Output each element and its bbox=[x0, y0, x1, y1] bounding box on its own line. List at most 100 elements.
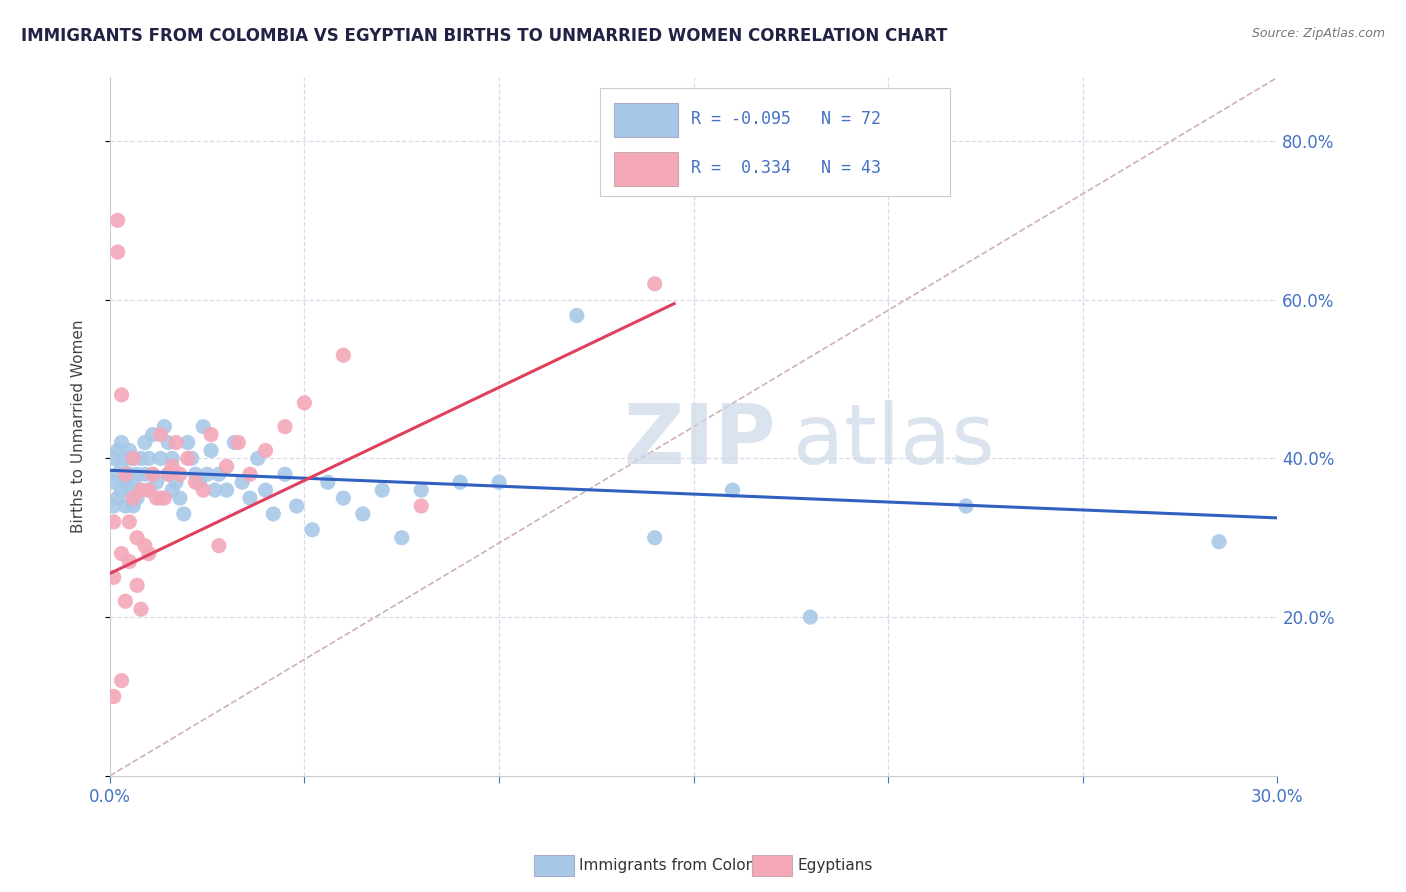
Point bbox=[114, 594, 136, 608]
Point bbox=[332, 348, 354, 362]
Point bbox=[110, 547, 132, 561]
Point bbox=[721, 483, 744, 497]
Point bbox=[332, 491, 354, 505]
Point bbox=[173, 507, 195, 521]
Point bbox=[103, 451, 125, 466]
Point bbox=[160, 483, 183, 497]
Point bbox=[644, 277, 666, 291]
Point bbox=[488, 475, 510, 490]
Point bbox=[160, 451, 183, 466]
Text: R = -0.095   N = 72: R = -0.095 N = 72 bbox=[692, 111, 882, 128]
Point bbox=[145, 475, 167, 490]
Point bbox=[644, 531, 666, 545]
Point bbox=[204, 483, 226, 497]
Point bbox=[157, 467, 180, 482]
Point bbox=[165, 475, 187, 490]
Point bbox=[274, 467, 297, 482]
Point bbox=[107, 491, 129, 505]
Point bbox=[134, 435, 156, 450]
Point bbox=[103, 499, 125, 513]
Point bbox=[200, 427, 222, 442]
Point bbox=[169, 467, 191, 482]
Point bbox=[391, 531, 413, 545]
Point bbox=[254, 443, 277, 458]
Point bbox=[110, 435, 132, 450]
Bar bbox=[614, 103, 679, 136]
Point bbox=[127, 467, 149, 482]
Point bbox=[316, 475, 339, 490]
Point bbox=[118, 483, 141, 497]
Point bbox=[127, 531, 149, 545]
Point bbox=[371, 483, 394, 497]
Point bbox=[129, 451, 152, 466]
Point bbox=[285, 499, 308, 513]
Point bbox=[134, 539, 156, 553]
Point bbox=[122, 491, 145, 505]
Point bbox=[193, 419, 215, 434]
Point bbox=[239, 491, 262, 505]
Point bbox=[103, 515, 125, 529]
Point bbox=[169, 491, 191, 505]
Point bbox=[127, 578, 149, 592]
Point bbox=[215, 459, 238, 474]
Point bbox=[107, 443, 129, 458]
Point bbox=[294, 396, 316, 410]
Text: R =  0.334   N = 43: R = 0.334 N = 43 bbox=[692, 160, 882, 178]
Point bbox=[110, 483, 132, 497]
Y-axis label: Births to Unmarried Women: Births to Unmarried Women bbox=[72, 320, 86, 533]
Text: atlas: atlas bbox=[793, 401, 994, 481]
Point bbox=[231, 475, 253, 490]
Point bbox=[246, 451, 269, 466]
Point bbox=[195, 467, 218, 482]
Point bbox=[799, 610, 821, 624]
Point bbox=[254, 483, 277, 497]
Point bbox=[955, 499, 977, 513]
Point bbox=[165, 435, 187, 450]
Point bbox=[138, 547, 160, 561]
Point bbox=[122, 451, 145, 466]
Point bbox=[114, 451, 136, 466]
Point bbox=[122, 499, 145, 513]
Point bbox=[157, 467, 180, 482]
Point bbox=[122, 475, 145, 490]
Point bbox=[138, 451, 160, 466]
Point bbox=[239, 467, 262, 482]
Point bbox=[103, 690, 125, 704]
Point bbox=[118, 515, 141, 529]
Text: Immigrants from Colombia: Immigrants from Colombia bbox=[579, 858, 785, 872]
Point bbox=[1208, 534, 1230, 549]
Point bbox=[129, 483, 152, 497]
Point bbox=[138, 483, 160, 497]
Point bbox=[149, 427, 172, 442]
Text: ZIP: ZIP bbox=[624, 401, 776, 481]
Point bbox=[107, 213, 129, 227]
Point bbox=[103, 570, 125, 584]
Point bbox=[129, 483, 152, 497]
Point bbox=[157, 435, 180, 450]
Bar bbox=[614, 153, 679, 186]
Text: Egyptians: Egyptians bbox=[797, 858, 873, 872]
Point bbox=[226, 435, 249, 450]
Point bbox=[142, 467, 165, 482]
Point bbox=[160, 459, 183, 474]
Point bbox=[208, 539, 231, 553]
Point bbox=[184, 467, 207, 482]
Point bbox=[193, 483, 215, 497]
Point bbox=[114, 467, 136, 482]
Point bbox=[215, 483, 238, 497]
Point bbox=[352, 507, 374, 521]
Point bbox=[274, 419, 297, 434]
Point bbox=[224, 435, 246, 450]
Point bbox=[411, 483, 433, 497]
Point bbox=[142, 427, 165, 442]
Point bbox=[188, 475, 211, 490]
Point bbox=[208, 467, 231, 482]
Text: IMMIGRANTS FROM COLOMBIA VS EGYPTIAN BIRTHS TO UNMARRIED WOMEN CORRELATION CHART: IMMIGRANTS FROM COLOMBIA VS EGYPTIAN BIR… bbox=[21, 27, 948, 45]
Point bbox=[142, 467, 165, 482]
Point bbox=[134, 467, 156, 482]
Point bbox=[565, 309, 588, 323]
Point bbox=[176, 451, 198, 466]
Point bbox=[129, 602, 152, 616]
Point bbox=[114, 475, 136, 490]
Point bbox=[184, 475, 207, 490]
